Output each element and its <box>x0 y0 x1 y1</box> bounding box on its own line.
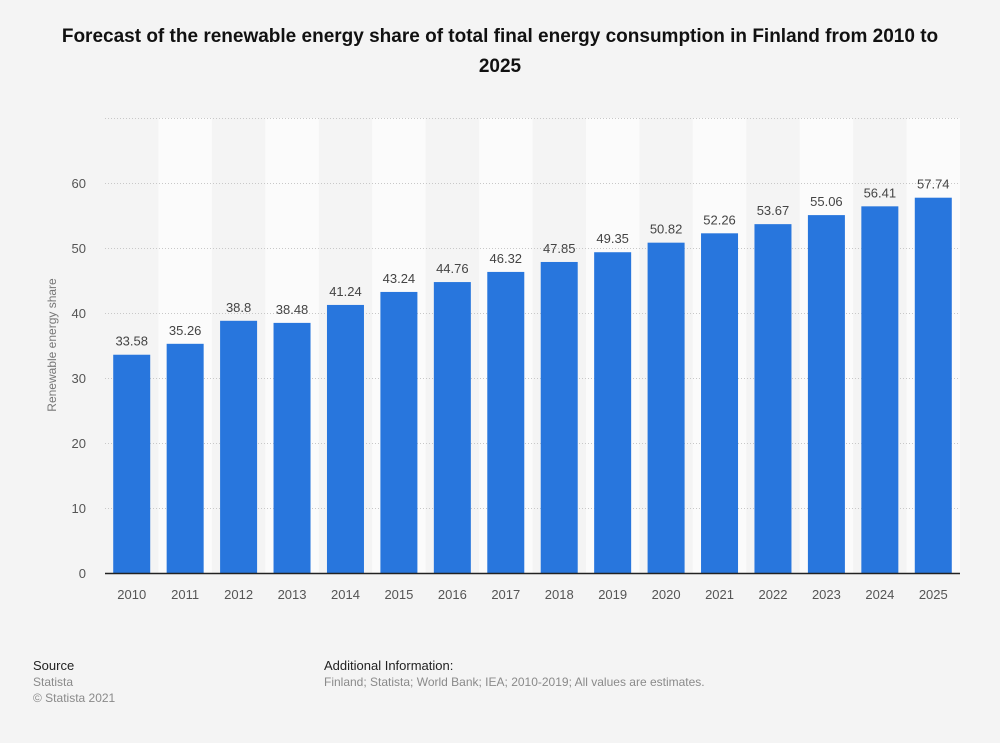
bar[interactable] <box>540 261 578 573</box>
bar[interactable] <box>647 242 685 574</box>
x-tick-label: 2018 <box>545 587 574 602</box>
bar[interactable] <box>487 271 525 573</box>
bar[interactable] <box>220 320 258 573</box>
bar[interactable] <box>380 291 418 573</box>
additional-info-text: Finland; Statista; World Bank; IEA; 2010… <box>324 675 705 689</box>
data-label: 55.06 <box>810 194 843 209</box>
bar[interactable] <box>273 322 311 573</box>
y-tick-label: 10 <box>72 501 86 516</box>
bar[interactable] <box>326 304 364 573</box>
bar[interactable] <box>113 354 151 573</box>
bar[interactable] <box>914 197 952 573</box>
x-tick-label: 2015 <box>384 587 413 602</box>
x-tick-label: 2023 <box>812 587 841 602</box>
bar[interactable] <box>594 252 632 573</box>
bar[interactable] <box>807 215 845 574</box>
y-tick-label: 50 <box>72 241 86 256</box>
bar[interactable] <box>701 233 739 573</box>
x-tick-label: 2025 <box>919 587 948 602</box>
x-tick-label: 2011 <box>171 587 199 602</box>
y-tick-label: 30 <box>72 371 86 386</box>
data-label: 49.35 <box>596 231 629 246</box>
data-label: 52.26 <box>703 212 736 227</box>
x-tick-label: 2017 <box>491 587 520 602</box>
bar[interactable] <box>433 282 471 573</box>
y-axis-label: Renewable energy share <box>45 278 59 412</box>
x-tick-label: 2022 <box>759 587 788 602</box>
bar[interactable] <box>754 224 792 573</box>
source-text[interactable]: Statista <box>33 675 74 689</box>
data-label: 38.8 <box>226 300 251 315</box>
data-label: 57.74 <box>917 177 950 192</box>
y-tick-label: 20 <box>72 436 86 451</box>
data-label: 43.24 <box>383 271 416 286</box>
bar[interactable] <box>861 206 899 573</box>
data-label: 33.58 <box>115 334 148 349</box>
x-tick-label: 2016 <box>438 587 467 602</box>
data-label: 53.67 <box>757 203 790 218</box>
y-tick-label: 60 <box>72 176 86 191</box>
data-label: 47.85 <box>543 241 576 256</box>
source-heading: Source <box>33 658 75 673</box>
data-label: 46.32 <box>490 251 523 266</box>
x-tick-label: 2024 <box>865 587 894 602</box>
y-tick-label: 40 <box>72 306 86 321</box>
data-label: 44.76 <box>436 261 469 276</box>
x-tick-label: 2020 <box>652 587 681 602</box>
x-tick-label: 2013 <box>278 587 307 602</box>
data-label: 35.26 <box>169 323 202 338</box>
additional-info-heading: Additional Information: <box>324 658 454 673</box>
x-tick-label: 2021 <box>705 587 734 602</box>
x-tick-label: 2010 <box>117 587 146 602</box>
data-label: 56.41 <box>864 185 897 200</box>
data-label: 41.24 <box>329 284 362 299</box>
x-tick-label: 2012 <box>224 587 253 602</box>
bar[interactable] <box>166 343 204 573</box>
copyright-text: © Statista 2021 <box>33 691 116 705</box>
data-label: 50.82 <box>650 222 683 237</box>
x-tick-label: 2014 <box>331 587 360 602</box>
y-tick-label: 0 <box>79 566 86 581</box>
x-tick-label: 2019 <box>598 587 627 602</box>
chart-title: Forecast of the renewable energy share o… <box>61 26 939 77</box>
data-label: 38.48 <box>276 302 309 317</box>
